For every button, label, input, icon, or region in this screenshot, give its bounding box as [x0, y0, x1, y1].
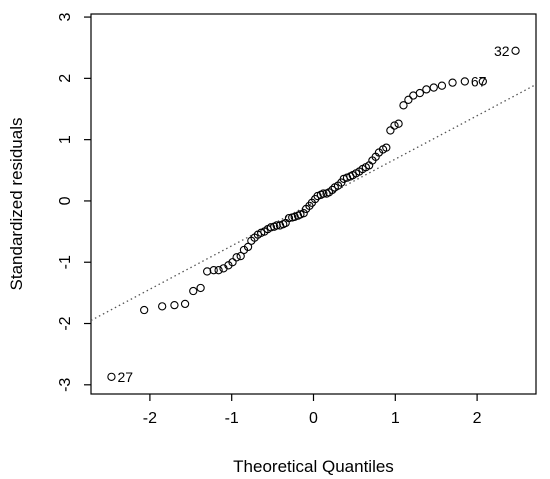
data-point [404, 95, 413, 104]
y-tick-label: 0 [57, 196, 74, 205]
data-point [209, 266, 218, 275]
data-point [189, 286, 198, 296]
data-point [232, 253, 241, 262]
data-point [394, 119, 403, 128]
point-label: 32 [494, 43, 510, 59]
y-tick-label: -2 [57, 316, 74, 330]
data-point [107, 372, 116, 381]
x-tick-label: 1 [391, 410, 400, 427]
data-point [422, 85, 431, 94]
point-label: 27 [117, 369, 133, 385]
data-point [170, 300, 179, 310]
x-tick-label: 0 [309, 410, 318, 427]
x-tick-label: -1 [225, 410, 239, 427]
data-point [299, 209, 308, 218]
plot-frame [90, 13, 537, 395]
data-point [203, 267, 212, 276]
y-tick-label: -1 [57, 255, 74, 269]
x-axis-title: Theoretical Quantiles [233, 457, 394, 476]
data-point [386, 126, 395, 135]
x-tick-label: 2 [473, 410, 482, 427]
data-point [266, 223, 276, 232]
y-tick-label: -3 [57, 378, 74, 392]
data-point [214, 266, 223, 275]
data-point [448, 78, 457, 87]
data-point [284, 213, 294, 223]
point-label: 67 [471, 73, 487, 89]
data-point [437, 81, 447, 90]
data-point [328, 185, 337, 195]
data-point [140, 305, 149, 315]
data-point [478, 77, 487, 86]
data-point [415, 88, 424, 98]
y-tick-label: 1 [57, 135, 74, 144]
data-point [382, 143, 391, 152]
data-point [196, 283, 205, 293]
reference-line [91, 83, 536, 322]
data-point [228, 258, 237, 267]
data-point [460, 77, 469, 86]
data-point [319, 189, 328, 198]
data-point [511, 46, 520, 55]
x-tick-label: -2 [143, 410, 157, 427]
data-point [180, 299, 190, 309]
y-axis-title: Standardized residuals [7, 118, 26, 291]
data-point [158, 302, 167, 311]
data-point [399, 101, 408, 110]
y-tick-label: 3 [57, 13, 74, 22]
data-point [429, 83, 438, 92]
data-point [390, 121, 399, 130]
plot-area: -2 -1 0 1 2 -3 -2 -1 0 1 2 3 27 32 67 [57, 13, 537, 427]
y-tick-label: 2 [57, 74, 74, 83]
